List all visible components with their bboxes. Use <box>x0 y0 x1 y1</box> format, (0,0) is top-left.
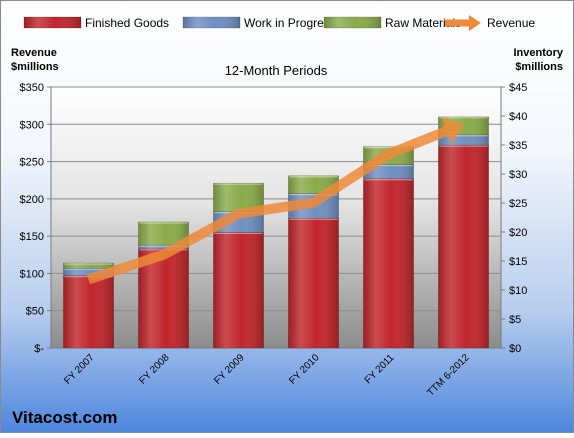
left-tick-label: $300 <box>20 119 44 131</box>
legend-swatch-shading <box>24 17 81 28</box>
left-tick-label: $250 <box>20 157 44 169</box>
legend-label-work-in-progress: Work in Progress <box>244 16 336 30</box>
right-tick-label: $30 <box>509 169 527 181</box>
legend-label-raw-materials: Raw Materials <box>385 16 461 30</box>
bar-shading <box>288 218 339 348</box>
right-tick-label: $45 <box>509 82 527 94</box>
right-tick-label: $25 <box>509 198 527 210</box>
bar-shading <box>63 262 114 269</box>
revenue-line-layer <box>86 117 464 285</box>
right-axis-title-line1: Inventory <box>513 47 563 59</box>
plot-area <box>51 87 501 348</box>
right-tick-label: $20 <box>509 227 527 239</box>
right-tick-label: $40 <box>509 111 527 123</box>
chart-title: 12-Month Periods <box>225 63 328 78</box>
bar-shading <box>438 145 489 348</box>
left-tick-label: $100 <box>20 268 44 280</box>
bar-shading <box>138 245 189 249</box>
bar-shading <box>213 232 264 348</box>
right-tick-label: $35 <box>509 140 527 152</box>
right-tick-label: $0 <box>509 343 521 355</box>
bar-shading <box>363 178 414 348</box>
legend-arrowhead <box>469 15 481 31</box>
left-tick-label: $200 <box>20 194 44 206</box>
bar-shading <box>438 134 489 146</box>
bar-shading <box>63 275 114 348</box>
watermark: Vitacost.com <box>12 408 118 427</box>
left-tick-label: $- <box>34 343 44 355</box>
legend-swatch-shading <box>324 17 381 28</box>
left-tick-label: $50 <box>26 306 44 318</box>
right-tick-label: $10 <box>509 285 527 297</box>
legend-swatch-shading <box>183 17 240 28</box>
left-tick-label: $150 <box>20 231 44 243</box>
right-tick-label: $5 <box>509 314 521 326</box>
bar-shading <box>63 268 114 276</box>
revenue-line <box>86 126 449 285</box>
right-axis-title-line2: $millions <box>515 61 563 73</box>
bar-shading <box>138 221 189 246</box>
legend-label-finished-goods: Finished Goods <box>85 16 169 30</box>
gridlines <box>51 86 501 349</box>
revenue-arrowhead <box>441 117 464 144</box>
left-tick-label: $350 <box>20 82 44 94</box>
left-axis-title-line2: $millions <box>11 61 59 73</box>
legend: Finished Goods Work in Progress Raw Materi… <box>23 15 535 31</box>
left-axis-title-line1: Revenue <box>11 47 57 59</box>
legend-label-revenue: Revenue <box>487 16 535 30</box>
right-tick-label: $15 <box>509 256 527 268</box>
